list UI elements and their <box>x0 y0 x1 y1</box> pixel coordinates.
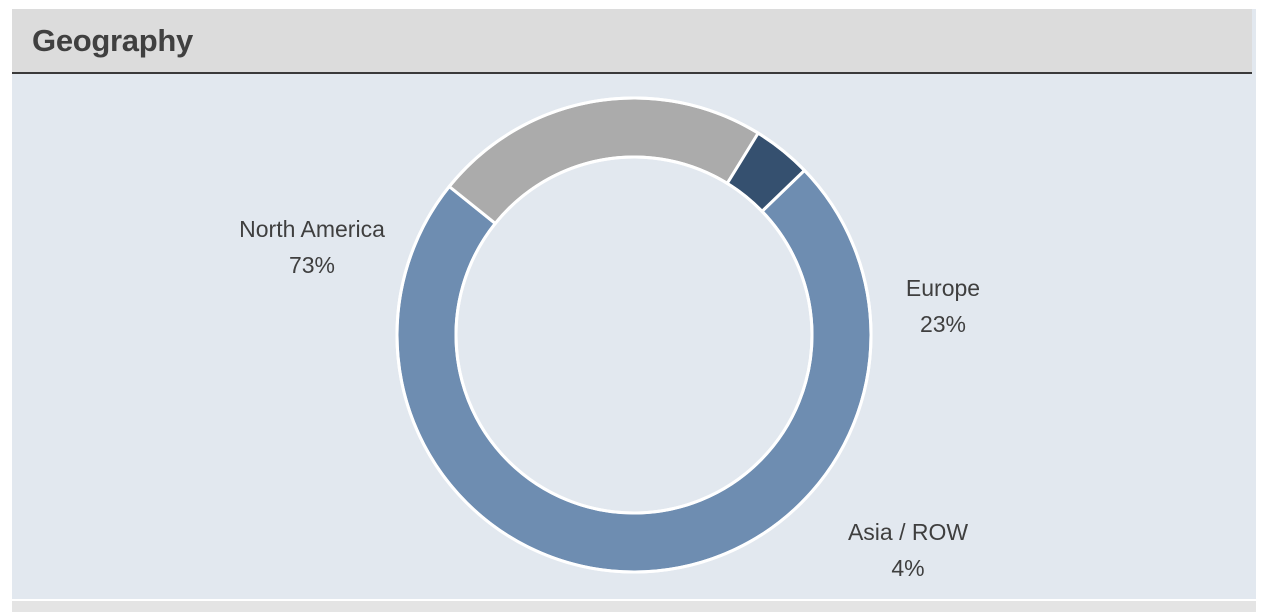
panel-header: Geography <box>12 9 1252 74</box>
slice-label-value: 4% <box>891 555 924 581</box>
slice-label-name: Europe <box>906 275 980 301</box>
slice-label-value: 73% <box>289 252 335 278</box>
slice-label-name: North America <box>239 216 385 242</box>
chart-labels: North America 73% Europe 23% Asia / ROW 4% <box>239 216 980 581</box>
donut-inner-edge <box>454 155 814 515</box>
panel-title: Geography <box>32 23 193 58</box>
slice-label-name: Asia / ROW <box>848 519 968 545</box>
chart-slices <box>395 96 873 574</box>
slice-label-value: 23% <box>920 311 966 337</box>
donut-outer-edge <box>395 96 873 574</box>
next-panel-edge <box>12 601 1256 612</box>
